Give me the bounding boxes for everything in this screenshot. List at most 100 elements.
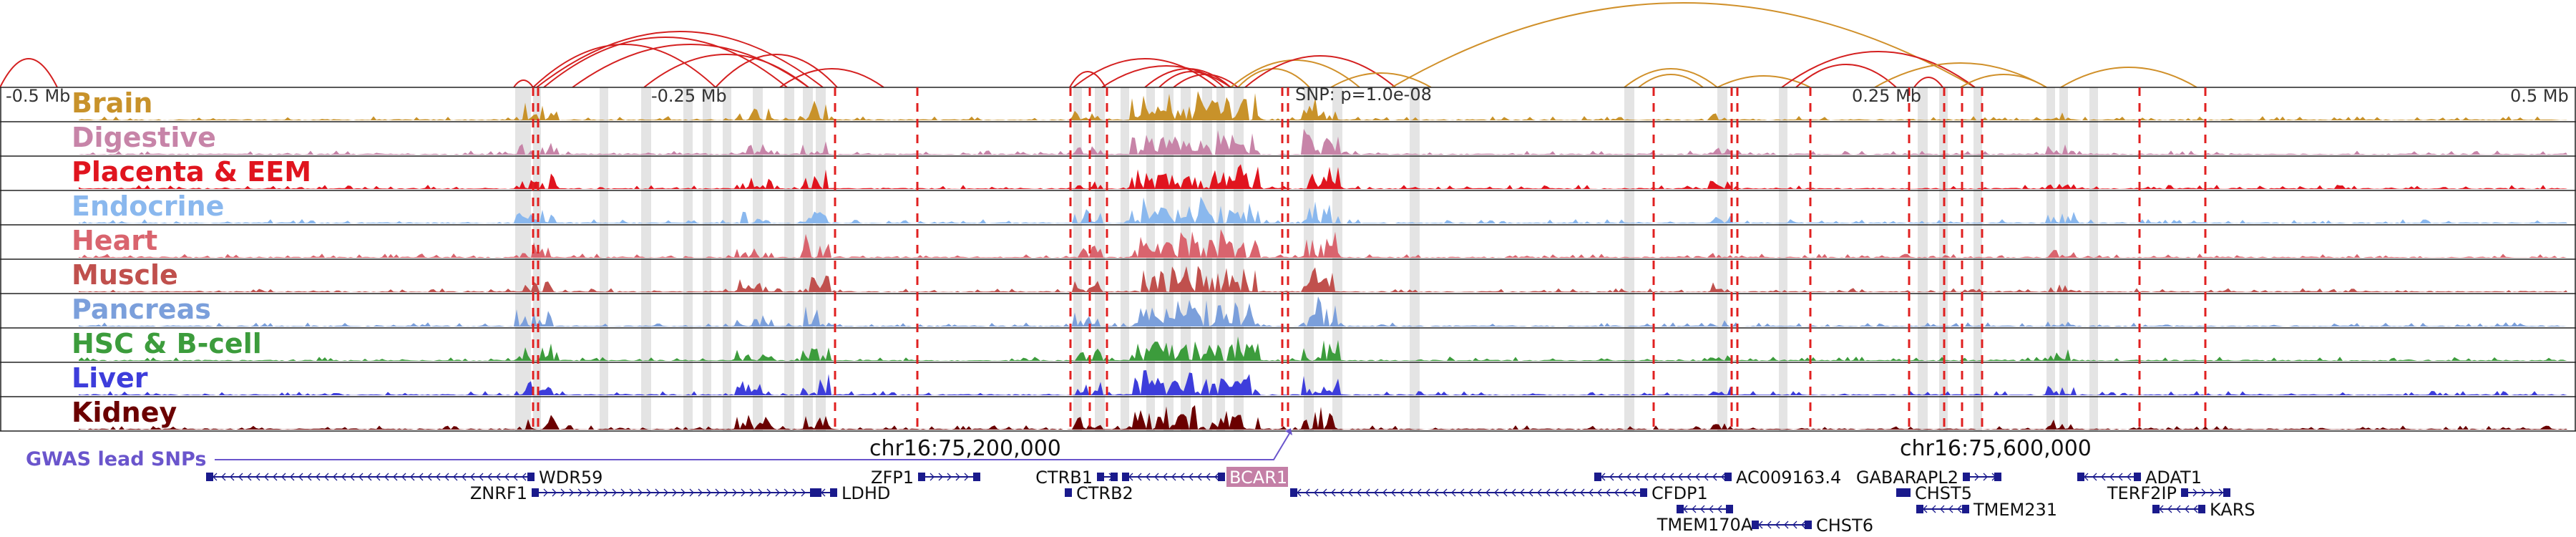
gene-label: CHST5 <box>1915 483 1972 503</box>
strand-arrow <box>376 473 381 481</box>
strand-arrow <box>324 473 329 481</box>
exon <box>1805 521 1812 529</box>
strand-arrow <box>766 488 771 497</box>
strand-arrow <box>255 473 260 481</box>
strand-arrow <box>1460 488 1465 497</box>
exon <box>1916 505 1923 513</box>
strand-arrow <box>1348 488 1353 497</box>
strand-arrow <box>1314 488 1319 497</box>
gene-label: ZFP1 <box>871 468 914 488</box>
gene-bcar1: BCAR1 <box>1122 467 1288 488</box>
strand-arrow <box>522 473 527 481</box>
signal-track-8 <box>79 336 2567 361</box>
strand-arrow <box>453 473 458 481</box>
signal-track-6 <box>79 266 2567 292</box>
strand-arrow <box>612 488 617 497</box>
strand-arrow <box>663 488 668 497</box>
scale-label-plus-0-25: 0.25 Mb <box>1852 86 1921 106</box>
strand-arrow <box>723 488 728 497</box>
gene-label: AC009163.4 <box>1736 468 1841 488</box>
gene-label: KARS <box>2210 500 2255 520</box>
loop-arc <box>532 44 716 88</box>
strand-arrow <box>281 473 286 481</box>
strand-arrow <box>436 473 441 481</box>
exon <box>206 473 213 481</box>
strand-arrow <box>595 488 600 497</box>
exon <box>830 488 837 497</box>
gene-ldhd: LDHD <box>814 483 890 503</box>
strand-arrow <box>1365 488 1370 497</box>
strand-arrow <box>341 473 346 481</box>
strand-arrow <box>784 488 789 497</box>
strand-arrow <box>479 473 484 481</box>
loop-arc <box>1913 77 1943 88</box>
loop-arc <box>0 58 58 88</box>
exon <box>1097 473 1104 481</box>
gene-label: TMEM170A <box>1657 515 1753 535</box>
strand-arrow <box>706 488 711 497</box>
strand-arrow <box>1374 488 1379 497</box>
strand-arrow <box>2218 488 2223 497</box>
strand-arrow <box>1206 473 1211 481</box>
exon <box>1896 488 1903 497</box>
strand-arrow <box>1425 488 1430 497</box>
strand-arrow <box>1626 473 1631 481</box>
gene-highlight <box>1226 467 1288 487</box>
loop-arc <box>1624 68 1718 88</box>
strand-arrow <box>698 488 703 497</box>
gene-label: GABARAPL2 <box>1856 468 1958 488</box>
strand-arrow <box>384 473 389 481</box>
strand-arrow <box>1678 473 1683 481</box>
strand-arrow <box>504 473 509 481</box>
strand-arrow <box>273 473 278 481</box>
gene-chst5: CHST5 <box>1896 483 1972 503</box>
strand-arrow <box>1163 473 1168 481</box>
exon <box>1963 473 1970 481</box>
strand-arrow <box>775 488 780 497</box>
exon <box>1111 473 1118 481</box>
loop-arc <box>1795 64 1897 88</box>
strand-arrow <box>1189 473 1194 481</box>
strand-arrow <box>333 473 338 481</box>
loop-arc <box>1330 72 1432 88</box>
strand-arrow <box>1477 488 1482 497</box>
exon <box>2181 488 2188 497</box>
track-label-digestive: Digestive <box>72 122 216 153</box>
strand-arrow <box>1687 473 1692 481</box>
strand-arrow <box>238 473 243 481</box>
strand-arrow <box>1712 473 1717 481</box>
strand-arrow <box>1940 505 1945 513</box>
gene-label: CFDP1 <box>1652 483 1708 503</box>
gene-label: CTRB2 <box>1076 483 1133 503</box>
strand-arrow <box>1417 488 1422 497</box>
loop-arc <box>1101 65 1231 88</box>
strand-arrow <box>1443 488 1448 497</box>
loop-arc <box>779 68 884 88</box>
strand-arrow <box>358 473 364 481</box>
strand-arrow <box>2185 505 2190 513</box>
exon <box>1640 488 1647 497</box>
gwas-lead-snps-label: GWAS lead SNPs <box>26 448 206 470</box>
strand-arrow <box>2092 473 2097 481</box>
gene-label: CHST6 <box>1816 516 1873 536</box>
strand-arrow <box>1597 488 1602 497</box>
strand-arrow <box>419 473 424 481</box>
gene-ac009163-4: AC009163.4 <box>1594 468 1841 488</box>
scale-label-plus-0-5: 0.5 Mb <box>2510 86 2569 106</box>
strand-arrow <box>264 473 269 481</box>
loop-arc <box>643 54 809 88</box>
gene-kars: KARS <box>2152 500 2255 520</box>
gene-tmem170a: TMEM170A <box>1657 505 1753 535</box>
strand-arrow <box>2109 473 2114 481</box>
strand-arrow <box>586 488 591 497</box>
strand-arrow <box>1322 488 1327 497</box>
track-label-liver: Liver <box>72 362 148 394</box>
strand-arrow <box>1408 488 1413 497</box>
track-label-pancreas: Pancreas <box>72 294 211 325</box>
loop-arc <box>1144 68 1231 88</box>
exon <box>1724 473 1732 481</box>
strand-arrow <box>1340 488 1345 497</box>
track-label-brain: Brain <box>72 87 152 119</box>
strand-arrow <box>1661 473 1666 481</box>
exon <box>1903 488 1911 497</box>
